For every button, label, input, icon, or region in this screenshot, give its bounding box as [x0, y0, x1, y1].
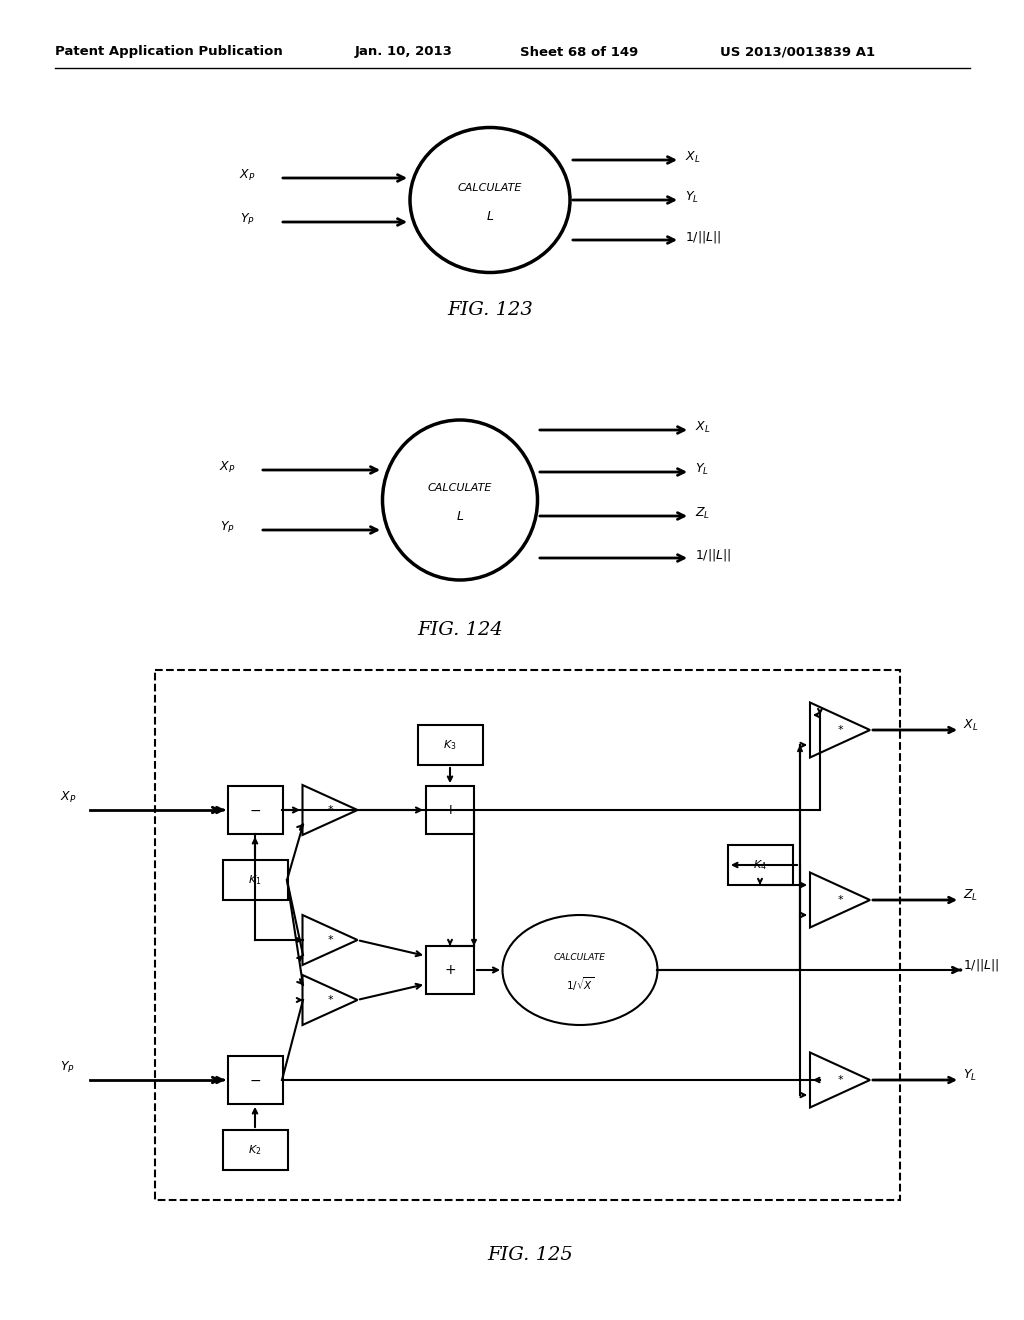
Text: $K_2$: $K_2$ [248, 1143, 262, 1156]
Bar [155, 671, 900, 1200]
Text: $1/\sqrt{X}$: $1/\sqrt{X}$ [566, 975, 594, 993]
Text: $K_1$: $K_1$ [248, 873, 262, 887]
Text: $X_L$: $X_L$ [685, 149, 700, 165]
Text: $Y_P$: $Y_P$ [220, 520, 234, 535]
Text: US 2013/0013839 A1: US 2013/0013839 A1 [720, 45, 876, 58]
Text: L: L [457, 510, 464, 523]
Text: $K_3$: $K_3$ [443, 738, 457, 752]
Text: $+$: $+$ [444, 803, 456, 817]
Text: $Z_L$: $Z_L$ [963, 887, 978, 903]
Text: Patent Application Publication: Patent Application Publication [55, 45, 283, 58]
Polygon shape [810, 702, 870, 758]
Bar [222, 861, 288, 900]
Text: $Y_P$: $Y_P$ [240, 211, 255, 227]
Ellipse shape [503, 915, 657, 1026]
Text: L: L [486, 210, 494, 223]
Text: *: * [328, 995, 333, 1005]
Ellipse shape [410, 128, 570, 272]
Polygon shape [810, 1052, 870, 1107]
Bar [426, 785, 474, 834]
Text: $Y_L$: $Y_L$ [963, 1068, 977, 1082]
Text: Sheet 68 of 149: Sheet 68 of 149 [520, 45, 638, 58]
Text: $X_L$: $X_L$ [963, 718, 979, 733]
Text: $1/||L||$: $1/||L||$ [963, 957, 999, 973]
Bar [426, 946, 474, 994]
Text: $X_P$: $X_P$ [60, 789, 77, 805]
Text: Jan. 10, 2013: Jan. 10, 2013 [355, 45, 453, 58]
Text: *: * [838, 1074, 843, 1085]
Text: $-$: $-$ [249, 803, 261, 817]
Text: *: * [328, 805, 333, 814]
Text: FIG. 124: FIG. 124 [417, 620, 503, 639]
Text: $1/||L||$: $1/||L||$ [695, 546, 731, 564]
Text: $Y_L$: $Y_L$ [685, 190, 699, 205]
Text: CALCULATE: CALCULATE [458, 183, 522, 193]
Text: $+$: $+$ [444, 964, 456, 977]
Text: $Z_L$: $Z_L$ [695, 506, 711, 520]
Text: $K_4$: $K_4$ [753, 858, 767, 873]
Text: $Y_L$: $Y_L$ [695, 462, 709, 477]
Text: *: * [838, 725, 843, 735]
Bar [222, 1130, 288, 1170]
Bar [227, 1056, 283, 1104]
Text: FIG. 125: FIG. 125 [487, 1246, 572, 1265]
Bar [418, 725, 482, 766]
Text: $X_L$: $X_L$ [695, 420, 711, 434]
Text: $X_P$: $X_P$ [239, 168, 255, 182]
Text: CALCULATE: CALCULATE [554, 953, 606, 962]
Text: $1/||L||$: $1/||L||$ [685, 228, 721, 246]
Bar [227, 785, 283, 834]
Polygon shape [302, 975, 357, 1026]
Polygon shape [302, 915, 357, 965]
Polygon shape [302, 785, 357, 836]
Ellipse shape [383, 420, 538, 579]
Polygon shape [810, 873, 870, 928]
Bar [727, 845, 793, 884]
Text: *: * [838, 895, 843, 906]
Text: $-$: $-$ [249, 1073, 261, 1086]
Text: $X_P$: $X_P$ [219, 459, 234, 475]
Text: CALCULATE: CALCULATE [428, 483, 493, 492]
Text: $Y_P$: $Y_P$ [60, 1060, 75, 1074]
Text: FIG. 123: FIG. 123 [447, 301, 532, 319]
Text: *: * [328, 935, 333, 945]
